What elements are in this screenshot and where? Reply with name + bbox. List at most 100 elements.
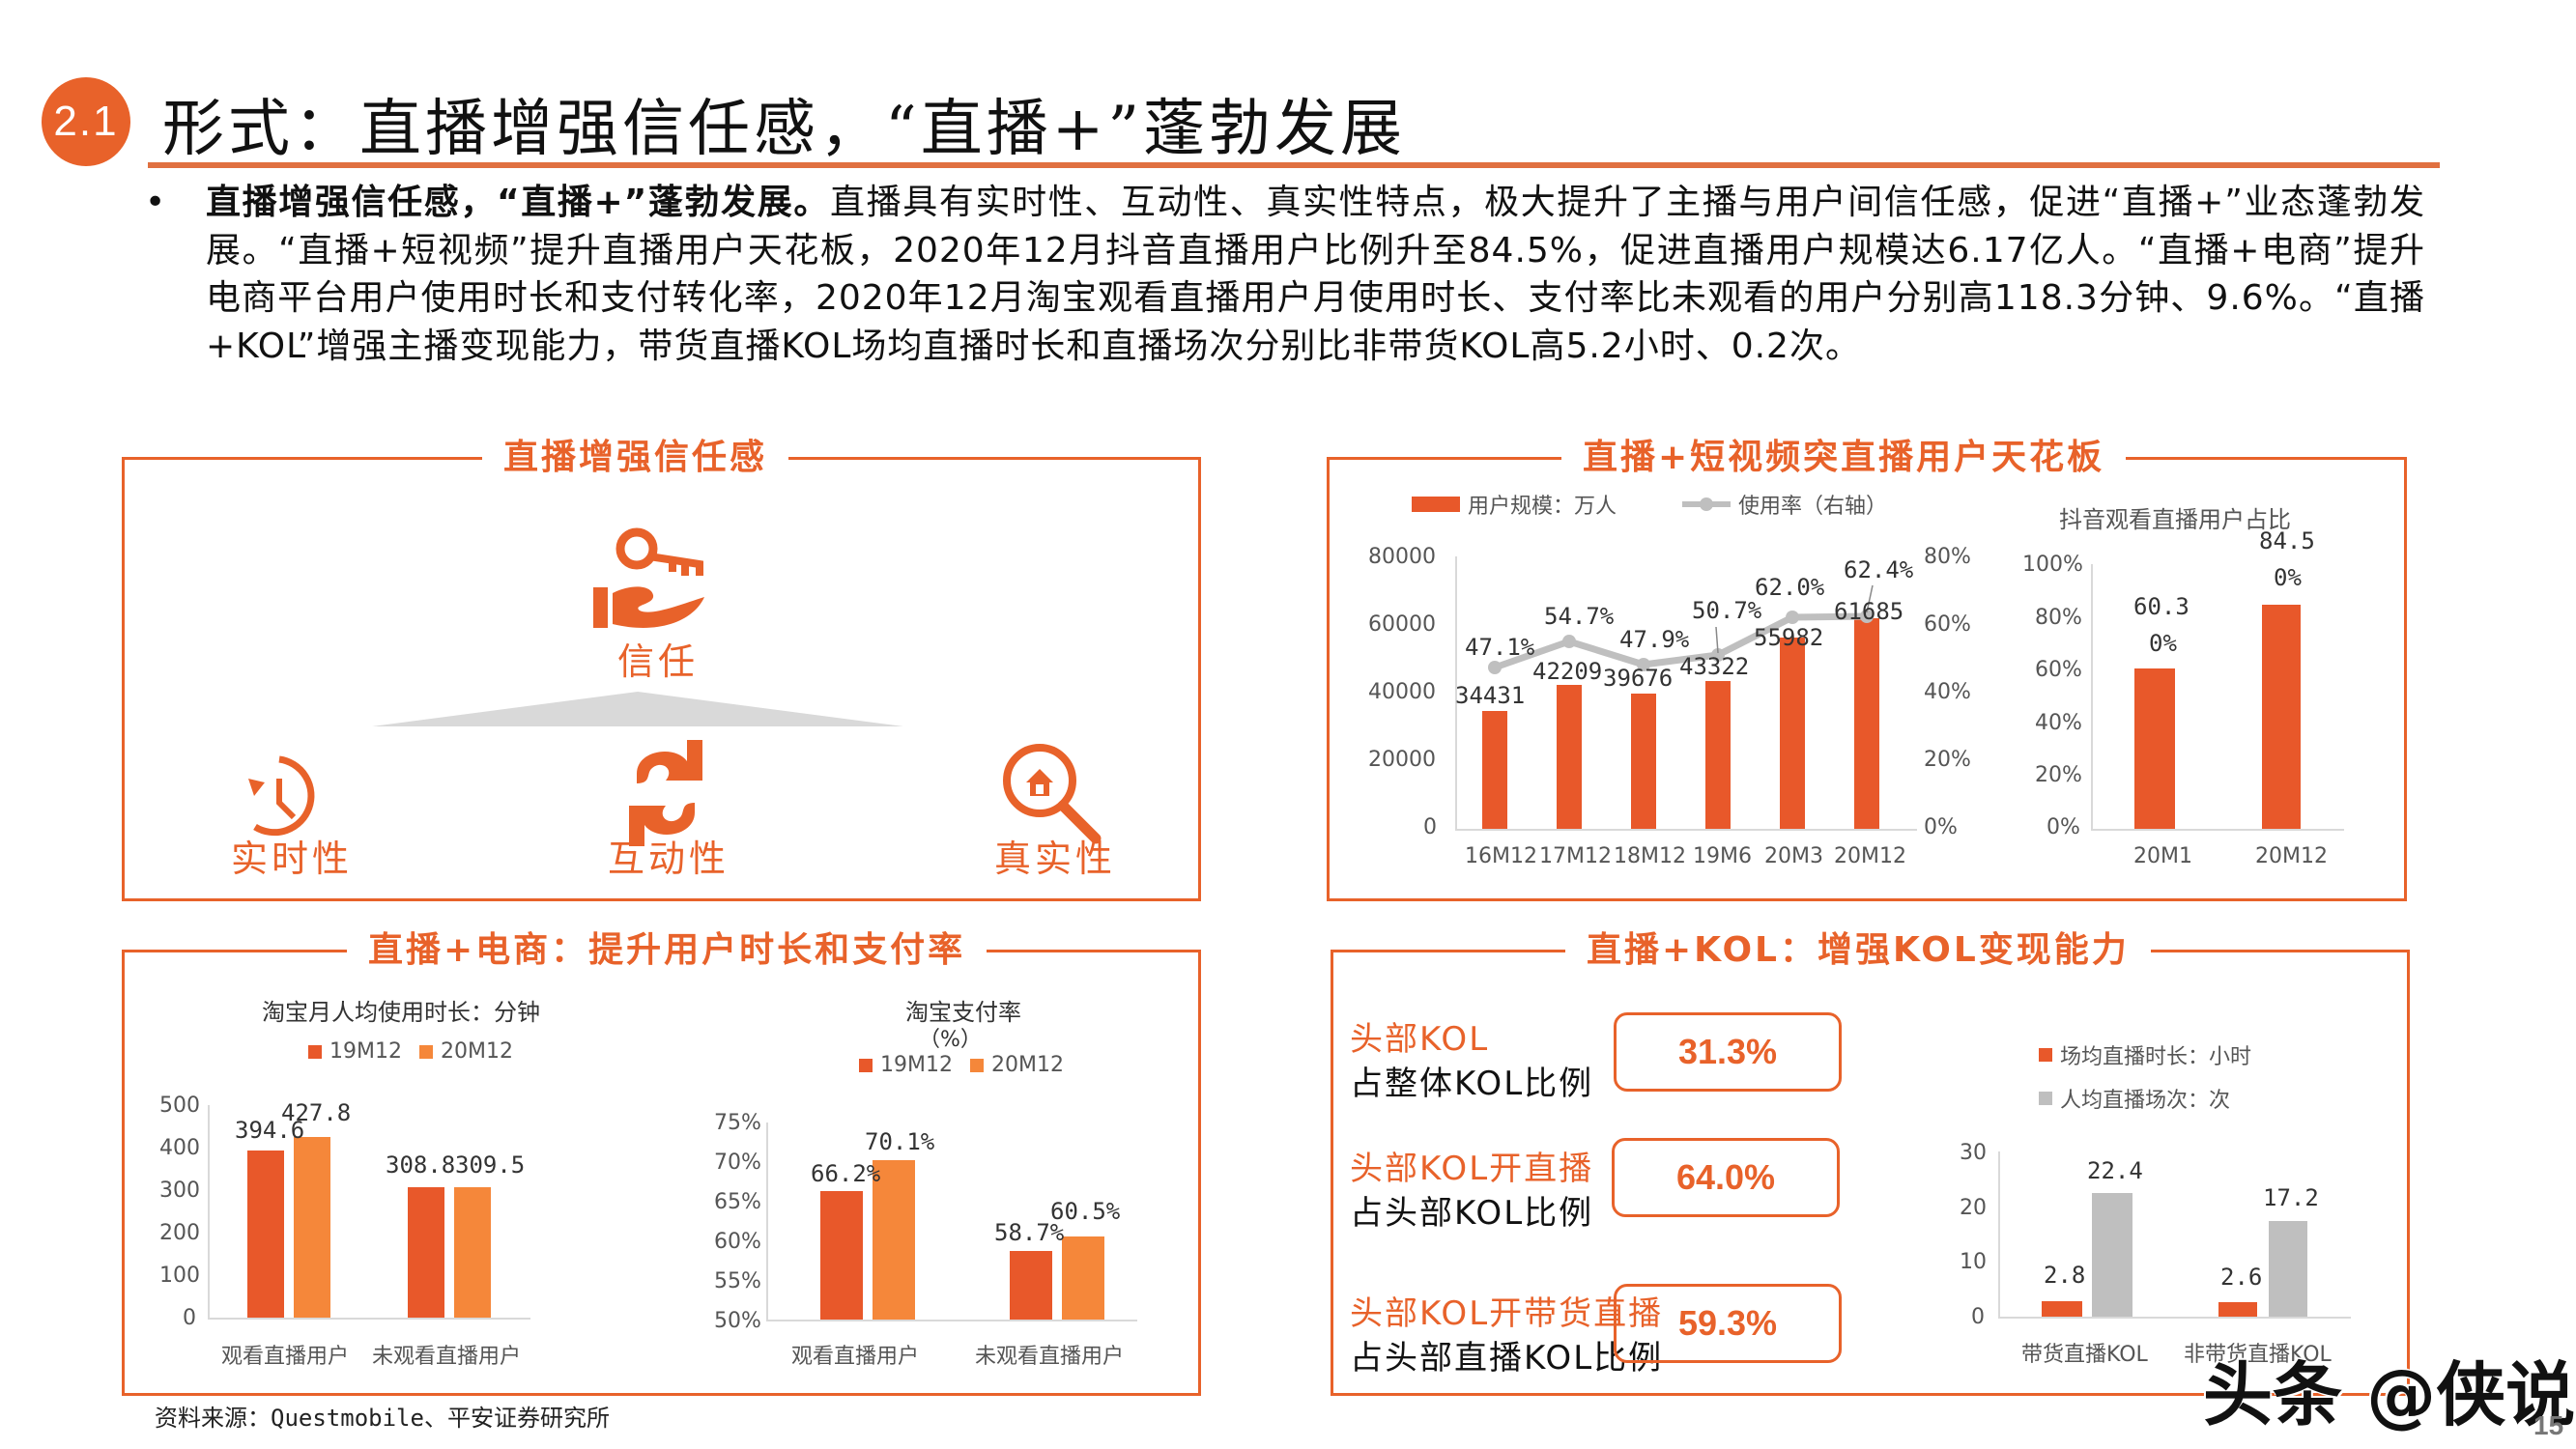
y-tick: 20000 xyxy=(1368,748,1436,772)
bar-label: 70.1% xyxy=(865,1128,935,1155)
x-tick: 非带货直播KOL xyxy=(2184,1343,2332,1367)
x-tick: 20M3 xyxy=(1764,844,1823,868)
divider-triangle xyxy=(372,692,903,726)
kol-stat-sub: 占头部直播KOL比例 xyxy=(1350,1339,1664,1378)
panel-trust-title: 直播增强信任感 xyxy=(482,433,789,483)
trust-center-label: 信任 xyxy=(617,640,700,683)
panel-ecommerce: 直播+电商：提升用户时长和支付率 淘宝月人均使用时长：分钟 19M12 20M1… xyxy=(122,925,1201,1396)
trust-item-realtime: 实时性 xyxy=(231,838,354,880)
bar-17M12 xyxy=(1557,685,1582,829)
x-axis-line xyxy=(1998,1317,2351,1319)
section-badge: 2.1 xyxy=(42,77,130,166)
rate-label: 54.7% xyxy=(1544,603,1615,630)
trust-item-interactive: 互动性 xyxy=(608,838,730,880)
rate-label: 50.7% xyxy=(1692,597,1762,624)
bar-label: 309.5 xyxy=(455,1151,526,1179)
summary-lead: 直播增强信任感，“直播+”蓬勃发展。 xyxy=(206,183,830,222)
x-tick: 带货直播KOL xyxy=(2021,1343,2148,1367)
y2-tick: 60% xyxy=(1924,612,1971,637)
y-tick: 65% xyxy=(714,1190,761,1214)
watermark: 头条 @侠说 xyxy=(2203,1354,2576,1435)
rate-label: 62.4% xyxy=(1844,556,1914,583)
bar-label: 66.2% xyxy=(811,1160,881,1187)
y-tick: 60000 xyxy=(1368,612,1436,637)
magnifier-house-icon xyxy=(1003,744,1102,844)
panel-ecommerce-title: 直播+电商：提升用户时长和支付率 xyxy=(347,925,987,976)
y-tick: 80% xyxy=(2035,606,2082,630)
y-tick: 55% xyxy=(714,1269,761,1293)
y-tick: 20 xyxy=(1960,1196,1987,1220)
legend-label: 人均直播场次：次 xyxy=(2060,1089,2231,1113)
source-note: 资料来源：Questmobile、平安证券研究所 xyxy=(155,1405,610,1432)
bar-20M12 xyxy=(2262,605,2301,829)
y-tick: 60% xyxy=(714,1230,761,1254)
bar-nonsales-sessions xyxy=(2269,1221,2307,1317)
x-tick: 观看直播用户 xyxy=(791,1345,920,1369)
bar-label: 308.8 xyxy=(386,1151,456,1179)
x-tick: 20M12 xyxy=(2255,844,2328,868)
summary-body: 直播具有实时性、互动性、真实性特点，极大提升了主播与用户间信任感，促进“直播+”… xyxy=(206,183,2425,366)
taobao-pay-title: 淘宝支付率 xyxy=(905,999,1021,1026)
legend-swatch-20M12 xyxy=(969,1058,984,1072)
legend-swatch-19M12 xyxy=(859,1058,873,1072)
kol-stat-sub: 占头部KOL比例 xyxy=(1350,1194,1594,1233)
bar-label: 60.3 xyxy=(2133,593,2190,620)
y-tick: 50% xyxy=(714,1309,761,1333)
x-tick: 17M12 xyxy=(1539,844,1612,868)
y-tick: 500 xyxy=(159,1094,200,1118)
y-tick: 20% xyxy=(2035,763,2082,787)
bar-label: 0% xyxy=(2274,564,2302,591)
kol-stat-value: 64.0% xyxy=(1612,1138,1840,1217)
bar-20M3 xyxy=(1780,638,1805,829)
summary-paragraph: • 直播增强信任感，“直播+”蓬勃发展。直播具有实时性、互动性、真实性特点，极大… xyxy=(145,179,2425,370)
legend-label: 20M12 xyxy=(990,1053,1064,1077)
bar-label: 17.2 xyxy=(2263,1184,2319,1211)
panel-short-video: 直播+短视频突直播用户天花板 用户规模：万人 使用率（右轴） 80000 600… xyxy=(1327,433,2407,901)
y-tick: 100% xyxy=(2022,553,2083,577)
legend-label-rate: 使用率（右轴） xyxy=(1738,495,1888,519)
kol-stat-head: 头部KOL开带货直播 xyxy=(1350,1294,1664,1333)
usage-rate-line xyxy=(1488,584,1874,674)
bar-18M12 xyxy=(1631,694,1656,829)
taobao-time-legend: 19M12 20M12 xyxy=(308,1039,513,1064)
legend-label-users: 用户规模：万人 xyxy=(1468,495,1617,519)
y-axis-line xyxy=(1455,556,1457,830)
bar-label: 22.4 xyxy=(2087,1157,2143,1184)
bar-nowatch-19M12 xyxy=(408,1187,444,1318)
bar-label: 394.6 xyxy=(235,1117,305,1144)
x-tick: 未观看直播用户 xyxy=(372,1345,522,1369)
legend-swatch-orange xyxy=(2039,1048,2052,1062)
panel-kol-title: 直播+KOL：增强KOL变现能力 xyxy=(1565,925,2151,976)
rate-label: 62.0% xyxy=(1755,574,1825,601)
y-tick: 300 xyxy=(159,1179,200,1203)
y-axis-line xyxy=(208,1105,210,1320)
kol-stat-head: 头部KOL xyxy=(1350,1020,1490,1059)
summary-text: 直播增强信任感，“直播+”蓬勃发展。直播具有实时性、互动性、真实性特点，极大提升… xyxy=(206,179,2425,370)
y-tick: 75% xyxy=(714,1111,761,1135)
bar-label: 39676 xyxy=(1603,665,1674,692)
x-tick: 18M12 xyxy=(1614,844,1686,868)
legend-swatch-19M12 xyxy=(308,1044,322,1059)
y-tick: 200 xyxy=(159,1221,200,1245)
legend-swatch-20M12 xyxy=(418,1044,433,1059)
taobao-pay-title-unit: （%） xyxy=(919,1028,982,1052)
y-tick: 30 xyxy=(1960,1141,1987,1165)
users-legend-line: 使用率（右轴） xyxy=(1682,489,1887,520)
x-axis-line xyxy=(1455,829,1917,831)
x-axis-line xyxy=(208,1318,530,1320)
bar-watch-20M12 xyxy=(873,1160,915,1320)
kol-stat-value: 31.3% xyxy=(1614,1012,1842,1092)
bar-label: 58.7% xyxy=(994,1219,1065,1246)
key-hand-icon xyxy=(593,527,704,628)
y-tick: 400 xyxy=(159,1136,200,1160)
y-tick: 0% xyxy=(2046,815,2080,839)
bar-sales-sessions xyxy=(2092,1193,2132,1317)
y-tick: 70% xyxy=(714,1151,761,1175)
kol-legend-duration: 场均直播时长：小时 xyxy=(2039,1039,2251,1070)
legend-line-marker-icon xyxy=(1682,497,1731,511)
bar-label: 55982 xyxy=(1754,624,1824,651)
y-tick: 0 xyxy=(1423,815,1437,839)
x-tick: 16M12 xyxy=(1465,844,1537,868)
bar-nowatch-19M12 xyxy=(1010,1251,1052,1320)
y-tick: 40000 xyxy=(1368,680,1436,704)
